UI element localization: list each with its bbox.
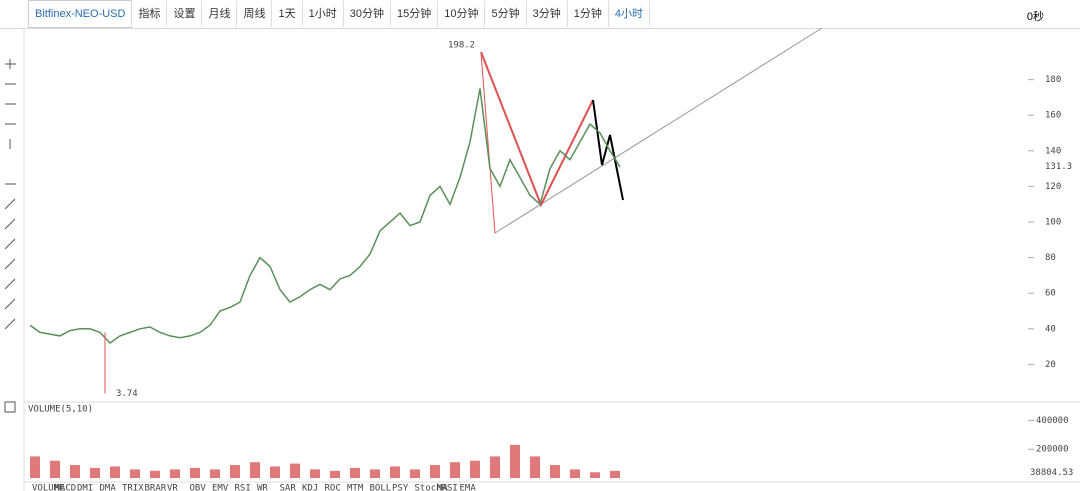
volume-bar <box>550 465 560 478</box>
volume-bar <box>330 470 340 478</box>
price-line <box>29 88 621 345</box>
zigzag-drawing <box>480 51 594 208</box>
toolbar-button[interactable]: 指标 <box>132 1 168 27</box>
y-tick-label: 400000 <box>1036 416 1069 426</box>
indicator-tab[interactable]: MTM <box>347 484 364 491</box>
volume-bar <box>490 456 500 478</box>
volume-bar <box>530 456 540 478</box>
interval-button[interactable]: 月线 <box>202 1 238 27</box>
interval-button[interactable]: 4小时 <box>609 1 650 27</box>
indicator-tab[interactable]: ROC <box>325 484 341 491</box>
volume-bar <box>470 460 480 478</box>
volume-bar <box>130 469 140 478</box>
y-tick-label: 160 <box>1045 111 1061 121</box>
volume-bar <box>270 466 280 478</box>
indicator-tab[interactable]: StochRSI <box>415 484 458 491</box>
indicator-tab[interactable]: RSI <box>235 484 251 491</box>
indicator-tab[interactable]: EMA <box>460 484 477 491</box>
projection-arrows <box>592 99 624 201</box>
volume-bar <box>430 465 440 478</box>
interval-button[interactable]: 1小时 <box>303 1 344 27</box>
y-tick-label: 100 <box>1045 218 1061 228</box>
indicator-tab[interactable]: TRIX <box>122 484 144 491</box>
volume-bar <box>70 465 80 478</box>
volume-bar <box>370 469 380 478</box>
toolbar-button[interactable]: 设置 <box>167 1 203 27</box>
y-tick-label: 20 <box>1045 360 1056 370</box>
toolbar: Bitfinex-NEO-USD 指标 设置 月线 周线 1天 1小时 30分钟 15分钟 10… <box>0 0 1080 29</box>
interval-button[interactable]: 10分钟 <box>438 1 486 27</box>
volume-bar <box>110 466 120 478</box>
volume-bar <box>30 456 40 478</box>
indicator-tab[interactable]: EMV <box>212 484 229 491</box>
y-tick-label: 180 <box>1045 75 1061 85</box>
volume-bar <box>90 467 100 478</box>
volume-bar <box>250 462 260 478</box>
indicator-tab[interactable]: VR <box>167 484 178 491</box>
indicator-tab[interactable]: PSY <box>392 484 409 491</box>
y-tick-label: 40 <box>1045 324 1056 334</box>
volume-bar <box>170 469 180 478</box>
indicator-tab[interactable]: DMI <box>77 484 93 491</box>
indicator-tab[interactable]: WR <box>257 484 268 491</box>
y-tick-label: 200000 <box>1036 445 1069 455</box>
symbol[interactable]: Bitfinex-NEO-USD <box>28 0 133 28</box>
indicator-tab[interactable]: SAR <box>280 484 297 491</box>
indicator-tab[interactable]: BRAR <box>145 484 167 491</box>
interval-button[interactable]: 1天 <box>272 1 303 27</box>
drop-line <box>480 51 496 234</box>
indicator-tab[interactable]: DMA <box>100 484 117 491</box>
y-tick-label: 140 <box>1045 146 1061 156</box>
volume-bar <box>230 465 240 478</box>
indicator-tab[interactable]: MA <box>437 484 448 491</box>
volume-bar <box>290 463 300 478</box>
y-tick-label: 120 <box>1045 182 1061 192</box>
indicator-tab[interactable]: KDJ <box>302 484 318 491</box>
volume-bar <box>50 460 60 478</box>
indicator-tab[interactable]: VOLUME <box>32 484 65 491</box>
volume-title: VOLUME(5,10) <box>28 405 93 415</box>
interval-button[interactable]: 3分钟 <box>527 1 568 27</box>
volume-bar <box>450 462 460 478</box>
indicator-tab[interactable]: MACD <box>55 484 77 491</box>
tool-icons <box>4 59 16 413</box>
trend-line <box>494 27 823 234</box>
indicator-tab[interactable]: OBV <box>190 484 207 491</box>
volume-bar <box>590 472 600 478</box>
interval-button[interactable]: 1分钟 <box>568 1 609 27</box>
low-label: 3.74 <box>116 389 138 399</box>
interval-button[interactable]: 30分钟 <box>344 1 391 27</box>
volume-bar <box>190 467 200 478</box>
indicator-tab[interactable]: BOLL <box>370 484 392 491</box>
volume-bar <box>210 469 220 478</box>
last-volume: 38804.53 <box>1030 468 1073 478</box>
countdown: 0秒 <box>1026 11 1044 23</box>
volume-bar <box>510 444 520 478</box>
y-tick-label: 80 <box>1045 253 1056 263</box>
interval-button[interactable]: 15分钟 <box>391 1 439 27</box>
volume-bar <box>390 466 400 478</box>
volume-bar <box>570 469 580 478</box>
volume-bar <box>150 470 160 478</box>
interval-button[interactable]: 周线 <box>237 1 273 27</box>
volume-bar <box>610 470 620 478</box>
volume-bar <box>310 469 320 478</box>
interval-button[interactable]: 5分钟 <box>485 1 527 27</box>
last-price: 131.3 <box>1045 162 1072 172</box>
volume-bar <box>410 469 420 478</box>
y-tick-label: 60 <box>1045 289 1056 299</box>
high-label: 198.2 <box>448 41 475 51</box>
volume-bar <box>350 467 360 478</box>
